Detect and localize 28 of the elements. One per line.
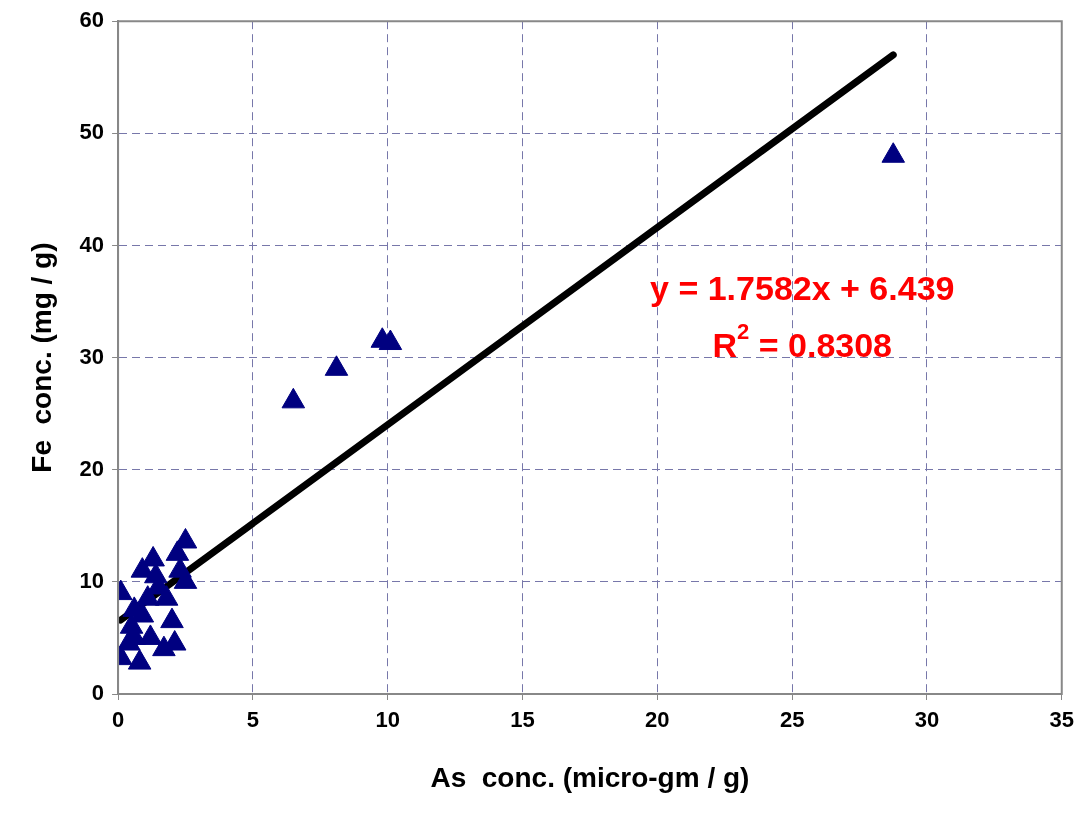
annotation: y = 1.7582x + 6.439	[650, 268, 955, 307]
point	[281, 387, 306, 409]
y-tick-label: 50	[79, 119, 105, 145]
x-tick-label: 15	[510, 707, 535, 733]
x-tick-label: 20	[645, 707, 670, 733]
x-axis-title: As conc. (micro-gm / g)	[430, 761, 750, 793]
y-tick-label: 10	[79, 567, 105, 593]
y-tick-label: 40	[79, 231, 105, 257]
point	[160, 607, 184, 629]
x-tick-label: 5	[246, 707, 260, 733]
point	[138, 624, 163, 645]
x-tick-label: 10	[375, 707, 400, 733]
y-tick-label: 30	[79, 343, 105, 369]
point	[173, 528, 198, 549]
point	[881, 142, 906, 163]
point	[141, 545, 165, 567]
y-axis-title: Fe conc. (mg / g)	[25, 242, 57, 473]
point	[378, 329, 403, 351]
x-tick-label: 25	[779, 707, 805, 733]
x-tick-label: 30	[914, 707, 940, 733]
x-tick-label: 0	[111, 707, 125, 733]
y-tick-label: 0	[91, 680, 105, 706]
x-tick-label: 35	[1049, 707, 1075, 733]
y-tick-label: 20	[79, 455, 105, 481]
point	[154, 585, 179, 606]
point	[324, 355, 349, 376]
y-tick-label: 60	[79, 7, 105, 33]
point	[127, 649, 152, 670]
